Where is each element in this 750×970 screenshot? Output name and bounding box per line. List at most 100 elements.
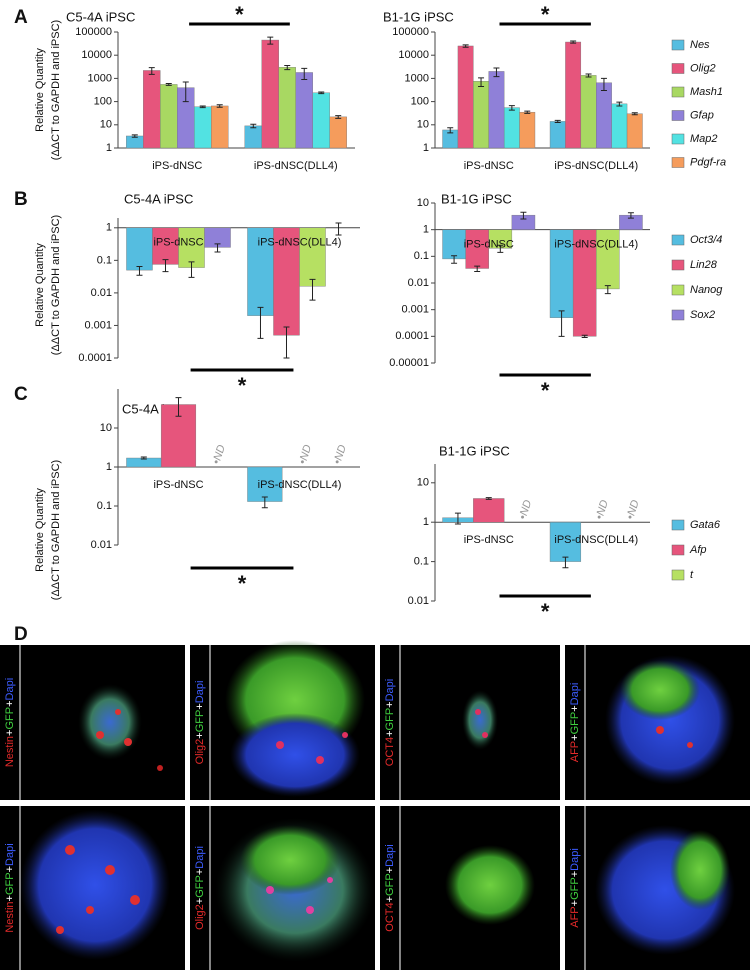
bar: [519, 111, 536, 149]
bar: [626, 113, 643, 149]
value-label: •ND: [331, 443, 349, 466]
bar: [295, 72, 313, 149]
cell: [342, 732, 348, 738]
bar: [473, 498, 505, 523]
error-bar: [451, 255, 458, 264]
cell: [475, 709, 481, 715]
cell: [115, 709, 121, 715]
legend-swatch: [671, 133, 685, 145]
x-tick-label: iPS-dNSC(DLL4): [554, 534, 638, 546]
bar: [299, 227, 326, 287]
x-tick-label: iPS-dNSC: [152, 160, 202, 172]
legend-swatch: [671, 544, 685, 556]
bar: [126, 227, 153, 271]
x-tick-label: iPS-dNSC: [464, 534, 514, 546]
y-tick-label: 0.01: [408, 277, 429, 289]
cell: [276, 741, 284, 749]
bar: [488, 71, 505, 149]
legend-swatch: [671, 284, 685, 296]
subplot-title: B1-1G iPSC: [441, 191, 512, 206]
legend-label: Nanog: [690, 284, 723, 296]
y-tick-label: 0.0001: [78, 352, 112, 364]
legend-label: Lin28: [690, 259, 718, 271]
cell-cluster: [445, 845, 535, 925]
bar: [194, 106, 212, 149]
y-tick-label: 1: [106, 222, 112, 234]
stain-label: Olig2+GFP+Dapi: [194, 681, 206, 765]
error-bar: [335, 115, 342, 119]
stain-part: GFP: [569, 712, 581, 735]
stain-part: GFP: [4, 872, 16, 895]
stain-label: OCT4+GFP+Dapi: [384, 679, 396, 766]
bar: [278, 67, 296, 149]
subplot-title: C5-4A iPSC: [66, 9, 135, 24]
legend-label: Afp: [689, 544, 707, 556]
significance-label: *: [238, 571, 247, 596]
cell: [266, 886, 274, 894]
stain-part: Dapi: [194, 846, 206, 869]
error-bar: [474, 265, 481, 272]
bar: [503, 107, 520, 149]
cell-cluster: [230, 713, 360, 797]
cell: [96, 731, 104, 739]
cell: [316, 756, 324, 764]
legend-label: Pdgf-ra: [690, 156, 726, 168]
stain-part: +: [569, 900, 581, 906]
y-tick-label: 0.01: [91, 287, 112, 299]
error-bar: [250, 123, 257, 129]
panel-label: A: [14, 7, 28, 28]
y-tick-label: 0.1: [97, 500, 112, 512]
error-bar: [283, 326, 290, 359]
x-tick-label: iPS-dNSC: [464, 239, 514, 251]
legend-swatch: [671, 569, 685, 581]
error-bar: [162, 259, 169, 273]
stain-part: AFP: [569, 906, 581, 927]
legend-swatch: [671, 157, 685, 168]
bar: [160, 84, 178, 149]
stain-label: Nestin+GFP+Dapi: [4, 678, 16, 767]
legend-label: Mash1: [690, 86, 723, 98]
stain-part: +: [4, 866, 16, 872]
legend-label: Olig2: [690, 62, 716, 74]
legend-swatch: [671, 259, 685, 271]
error-bar: [631, 112, 638, 116]
stain-part: +: [569, 871, 581, 877]
y-tick-label: 10: [417, 197, 429, 209]
x-tick-label: iPS-dNSC(DLL4): [554, 160, 638, 172]
significance-label: *: [238, 373, 247, 398]
error-bar: [616, 101, 623, 107]
legend-swatch: [671, 234, 685, 246]
bar: [143, 70, 161, 149]
stain-part: +: [569, 734, 581, 740]
significance-label: *: [541, 378, 550, 403]
error-bar: [497, 244, 504, 253]
legend-swatch: [671, 110, 685, 121]
bar: [611, 103, 628, 149]
x-tick-label: iPS-dNSC: [464, 160, 514, 172]
y-tick-label: 10: [417, 119, 429, 131]
legend-label: t: [690, 569, 694, 581]
y-axis-label: (ΔΔCT to GAPDH and iPSC): [50, 20, 62, 160]
stain-part: GFP: [4, 707, 16, 730]
y-tick-label: 100: [94, 96, 112, 108]
bar: [442, 229, 466, 260]
value-label: •ND: [297, 443, 315, 466]
cell: [656, 726, 664, 734]
y-tick-label: 1: [423, 224, 429, 236]
stain-part: Dapi: [4, 678, 16, 701]
error-bar: [493, 67, 500, 78]
error-bar: [257, 306, 264, 339]
x-tick-label: iPS-dNSC(DLL4): [258, 479, 342, 491]
legend-swatch: [671, 309, 685, 321]
legend-swatch: [671, 63, 685, 74]
panel-label: C: [14, 384, 28, 405]
bar: [244, 125, 262, 149]
error-bar: [301, 67, 308, 80]
error-bar: [216, 104, 223, 108]
cell: [56, 926, 64, 934]
stain-part: +: [384, 730, 396, 736]
stain-part: AFP: [569, 741, 581, 762]
bar: [457, 45, 474, 149]
y-tick-label: 1000: [405, 72, 429, 84]
